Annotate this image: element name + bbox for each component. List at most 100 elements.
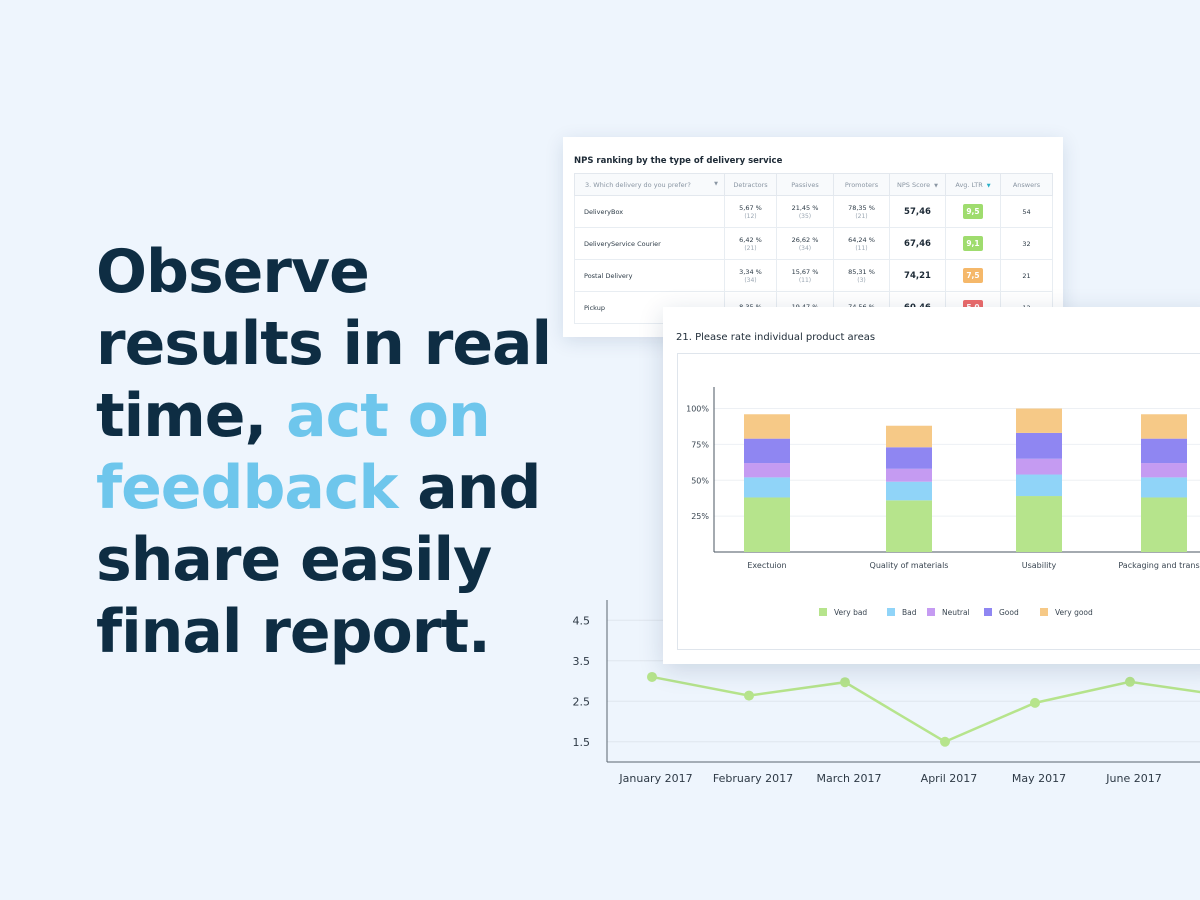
x-tick-label: March 2017 xyxy=(816,772,881,785)
headline-line-6: final report. xyxy=(96,597,491,667)
column-header-promoters[interactable]: Promoters xyxy=(833,173,890,196)
cell-promoters: 78,35 % (21) xyxy=(833,195,890,228)
bar-segment xyxy=(744,463,790,478)
cell-avg-ltr: 9,5 xyxy=(945,195,1001,228)
legend-label: Very good xyxy=(1055,608,1093,617)
legend-swatch xyxy=(887,608,895,616)
cell-answers: 21 xyxy=(1000,259,1053,292)
cell-nps-score: 74,21 xyxy=(889,259,946,292)
column-header-question[interactable]: 3. Which delivery do you prefer? ▼ xyxy=(574,173,725,196)
y-tick-label: 2.5 xyxy=(573,695,591,708)
legend-label: Good xyxy=(999,608,1019,617)
y-tick-label: 3.5 xyxy=(573,655,591,668)
x-tick-label: January 2017 xyxy=(618,772,692,785)
cell-passives: 21,45 % (35) xyxy=(776,195,834,228)
bar-segment xyxy=(1016,432,1062,459)
column-header-detractors[interactable]: Detractors xyxy=(724,173,777,196)
column-header-nps-score[interactable]: NPS Score ▼ xyxy=(889,173,946,196)
bar-segment xyxy=(1141,414,1187,439)
cell-nps-score: 67,46 xyxy=(889,227,946,260)
column-header-passives[interactable]: Passives xyxy=(776,173,834,196)
x-tick-label: Exectuion xyxy=(747,561,786,570)
x-tick-label: June 2017 xyxy=(1105,772,1161,785)
headline-accent: feedback xyxy=(96,453,398,523)
nps-table-header: 3. Which delivery do you prefer? ▼ Detrac… xyxy=(574,173,1053,196)
headline-line-3: time, act on xyxy=(96,380,556,452)
legend-label: Bad xyxy=(902,608,917,617)
line-series xyxy=(651,675,1200,744)
cell-avg-ltr: 7,5 xyxy=(945,259,1001,292)
data-point xyxy=(840,677,850,688)
ltr-badge: 9,1 xyxy=(963,236,983,251)
row-label: DeliveryService Courier xyxy=(574,227,725,260)
nps-card-title: NPS ranking by the type of delivery serv… xyxy=(574,156,783,166)
data-point xyxy=(1030,697,1040,708)
cell-answers: 54 xyxy=(1000,195,1053,228)
table-row[interactable]: DeliveryBox 5,67 % (12) 21,45 % (35) 78,35 %(… xyxy=(574,195,1053,228)
stacked-bar-chart: 25% 50% 75% 100% Exectuion Quality of materia… xyxy=(686,387,1200,617)
y-tick-label: 4.5 xyxy=(573,614,591,627)
legend-label: Very bad xyxy=(834,608,867,617)
cell-detractors: 5,67 % (12) xyxy=(724,195,777,228)
nps-table: 3. Which delivery do you prefer? ▼ Detrac… xyxy=(574,173,1053,324)
cell-passives: 26,62 % (34) xyxy=(776,227,834,260)
data-point xyxy=(647,671,657,682)
y-tick-label: 50% xyxy=(691,476,709,485)
bar-segment xyxy=(1141,463,1187,478)
bar-segment xyxy=(1016,458,1062,475)
y-tick-label: 25% xyxy=(691,512,709,521)
row-label: Postal Delivery xyxy=(574,259,725,292)
bar-segment xyxy=(1141,477,1187,498)
legend-swatch xyxy=(927,608,935,616)
cell-answers: 32 xyxy=(1000,227,1053,260)
y-tick-label: 100% xyxy=(686,405,709,414)
bar-segment xyxy=(1016,474,1062,497)
legend-label: Neutral xyxy=(942,608,970,617)
x-tick-label: February 2017 xyxy=(713,772,793,785)
product-areas-chart-frame: 25% 50% 75% 100% Exectuion Quality of materia… xyxy=(677,353,1200,650)
bar-segment xyxy=(744,497,790,552)
headline-text: and xyxy=(397,453,541,523)
headline-line-4: feedback and xyxy=(96,452,556,524)
table-row[interactable]: DeliveryService Courier 6,42 % (21) 26,62 %… xyxy=(574,227,1053,260)
bar-segment xyxy=(1016,496,1062,552)
headline: Observe results in real time, act on fee… xyxy=(96,236,556,668)
bar-segment xyxy=(886,447,932,469)
x-tick-label: Quality of materials xyxy=(870,561,949,570)
headline-line-5: share easily xyxy=(96,525,492,595)
product-areas-title: 21. Please rate individual product areas xyxy=(676,332,876,343)
bar-segment xyxy=(886,425,932,448)
x-tick-label: May 2017 xyxy=(1012,772,1066,785)
data-point xyxy=(744,690,754,701)
bar-segment xyxy=(1141,497,1187,552)
bar-segment xyxy=(886,500,932,552)
x-tick-label: Packaging and transpo xyxy=(1118,561,1200,570)
sort-down-icon[interactable]: ▼ xyxy=(986,182,991,189)
x-tick-label: Usability xyxy=(1022,561,1057,570)
cell-promoters: 64,24 % (11) xyxy=(833,227,890,260)
x-tick-label: April 2017 xyxy=(921,772,978,785)
bar-segment xyxy=(744,477,790,498)
cell-promoters: 85,31 % (3) xyxy=(833,259,890,292)
bar-segment xyxy=(1141,438,1187,464)
data-point xyxy=(940,736,950,747)
table-row[interactable]: Postal Delivery 3,34 % (34) 15,67 % (11) 85,3… xyxy=(574,259,1053,292)
chevron-down-icon[interactable]: ▼ xyxy=(934,182,939,189)
row-label: DeliveryBox xyxy=(574,195,725,228)
product-areas-card: 21. Please rate individual product areas… xyxy=(663,307,1200,664)
y-tick-label: 1.5 xyxy=(573,736,591,749)
cell-avg-ltr: 9,1 xyxy=(945,227,1001,260)
column-header-answers[interactable]: Answers xyxy=(1000,173,1053,196)
bar-segment xyxy=(886,468,932,482)
headline-line-1: Observe xyxy=(96,237,370,307)
column-header-avg-ltr[interactable]: Avg. LTR ▼ xyxy=(945,173,1001,196)
bar-segment xyxy=(744,414,790,439)
headline-text: time, xyxy=(96,381,287,451)
chevron-down-icon[interactable]: ▼ xyxy=(714,180,718,187)
bar-segment xyxy=(744,438,790,464)
legend-swatch xyxy=(1040,608,1048,616)
legend-swatch xyxy=(984,608,992,616)
cell-detractors: 6,42 % (21) xyxy=(724,227,777,260)
bar-segment xyxy=(886,481,932,501)
cell-nps-score: 57,46 xyxy=(889,195,946,228)
